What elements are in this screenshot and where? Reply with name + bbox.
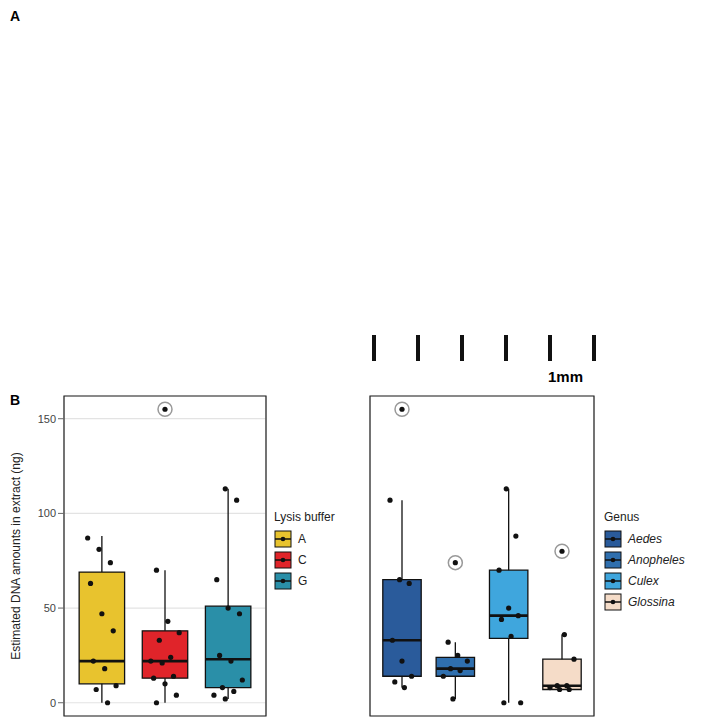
svg-text:150: 150 (38, 413, 56, 425)
html-text:A: A (10, 8, 21, 24)
html-text:Genus: Genus (604, 510, 640, 524)
html-text:Aedes: Aedes (628, 532, 662, 546)
html-text:Glossina: Glossina (628, 595, 675, 609)
html-text:Culex: Culex (628, 574, 659, 588)
svg-text:50: 50 (44, 602, 56, 614)
html-text:G: G (298, 574, 308, 588)
svg-text:0: 0 (50, 697, 56, 709)
html-text:Anopheles: Anopheles (628, 553, 685, 567)
html-text:1mm: 1mm (548, 368, 583, 385)
html-text:A: A (298, 532, 306, 546)
svg-text:100: 100 (38, 507, 56, 519)
html-text:C: C (298, 553, 307, 567)
html-text:Lysis buffer: Lysis buffer (274, 510, 335, 524)
svg-text:Estimated DNA amounts in extra: Estimated DNA amounts in extract (ng) (9, 452, 23, 659)
html-text:B: B (10, 392, 21, 408)
